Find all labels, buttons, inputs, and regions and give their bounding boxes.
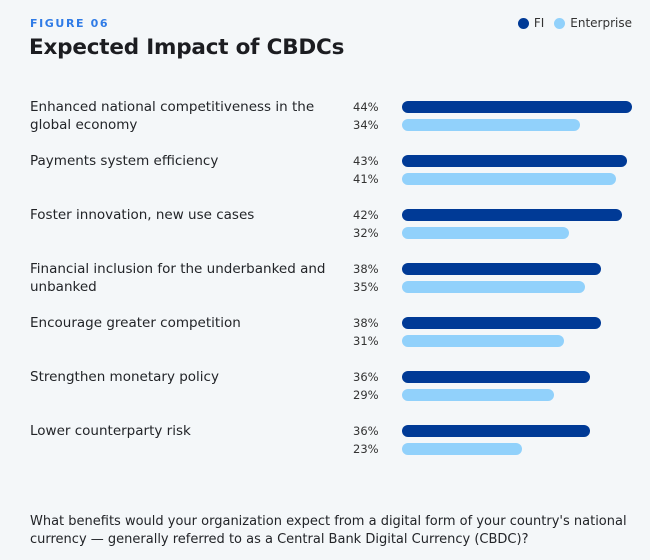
data-label-enterprise: 23% (353, 442, 379, 456)
data-label-enterprise: 29% (353, 388, 379, 402)
data-label-enterprise: 41% (353, 172, 379, 186)
data-label-enterprise: 35% (353, 280, 379, 294)
category-label: Strengthen monetary policy (30, 369, 219, 385)
chart-row: Encourage greater competition 38% 31% (0, 312, 650, 366)
chart-row: Lower counterparty risk 36% 23% (0, 420, 650, 474)
legend-item-enterprise: Enterprise (554, 16, 632, 30)
bar-enterprise (402, 389, 554, 401)
bar-enterprise (402, 281, 585, 293)
data-label-enterprise: 32% (353, 226, 379, 240)
data-label-fi: 36% (353, 424, 379, 438)
bar-enterprise (402, 227, 570, 239)
chart-row: Enhanced national competitiveness in the… (0, 96, 650, 150)
bar-chart: Enhanced national competitiveness in the… (0, 96, 650, 474)
bar-enterprise (402, 173, 617, 185)
data-label-fi: 38% (353, 262, 379, 276)
bar-enterprise (402, 335, 565, 347)
bar-fi (402, 101, 632, 113)
data-label-fi: 43% (353, 154, 379, 168)
bar-enterprise (402, 443, 523, 455)
bar-fi (402, 317, 601, 329)
legend-item-fi: FI (517, 16, 545, 30)
data-label-fi: 42% (353, 208, 379, 222)
data-label-fi: 38% (353, 316, 379, 330)
chart-row: Strengthen monetary policy 36% 29% (0, 366, 650, 420)
chart-title: Expected Impact of CBDCs (29, 35, 345, 60)
category-label: Enhanced national competitiveness in the… (30, 99, 315, 133)
survey-question: What benefits would your organization ex… (30, 514, 627, 547)
legend-label-fi: FI (533, 16, 545, 30)
bar-fi (402, 263, 601, 275)
figure-label: FIGURE 06 (30, 17, 110, 30)
chart-row: Financial inclusion for the underbanked … (0, 258, 650, 312)
category-label: Foster innovation, new use cases (30, 207, 255, 223)
legend-swatch-fi-icon (517, 17, 529, 29)
legend-label-enterprise: Enterprise (570, 16, 632, 30)
bar-fi (402, 425, 591, 437)
category-label: Financial inclusion for the underbanked … (30, 261, 326, 295)
category-label: Encourage greater competition (30, 315, 241, 331)
data-label-enterprise: 31% (353, 334, 379, 348)
category-label: Lower counterparty risk (30, 423, 191, 439)
bar-enterprise (402, 119, 580, 131)
bar-fi (402, 371, 591, 383)
chart-row: Payments system efficiency 43% 41% (0, 150, 650, 204)
data-label-fi: 36% (353, 370, 379, 384)
bar-fi (402, 155, 627, 167)
bar-fi (402, 209, 622, 221)
category-label: Payments system efficiency (30, 153, 219, 169)
chart-row: Foster innovation, new use cases 42% 32% (0, 204, 650, 258)
data-label-fi: 44% (353, 100, 379, 114)
data-label-enterprise: 34% (353, 118, 379, 132)
legend-swatch-enterprise-icon (554, 17, 566, 29)
legend: FI Enterprise (517, 16, 632, 30)
